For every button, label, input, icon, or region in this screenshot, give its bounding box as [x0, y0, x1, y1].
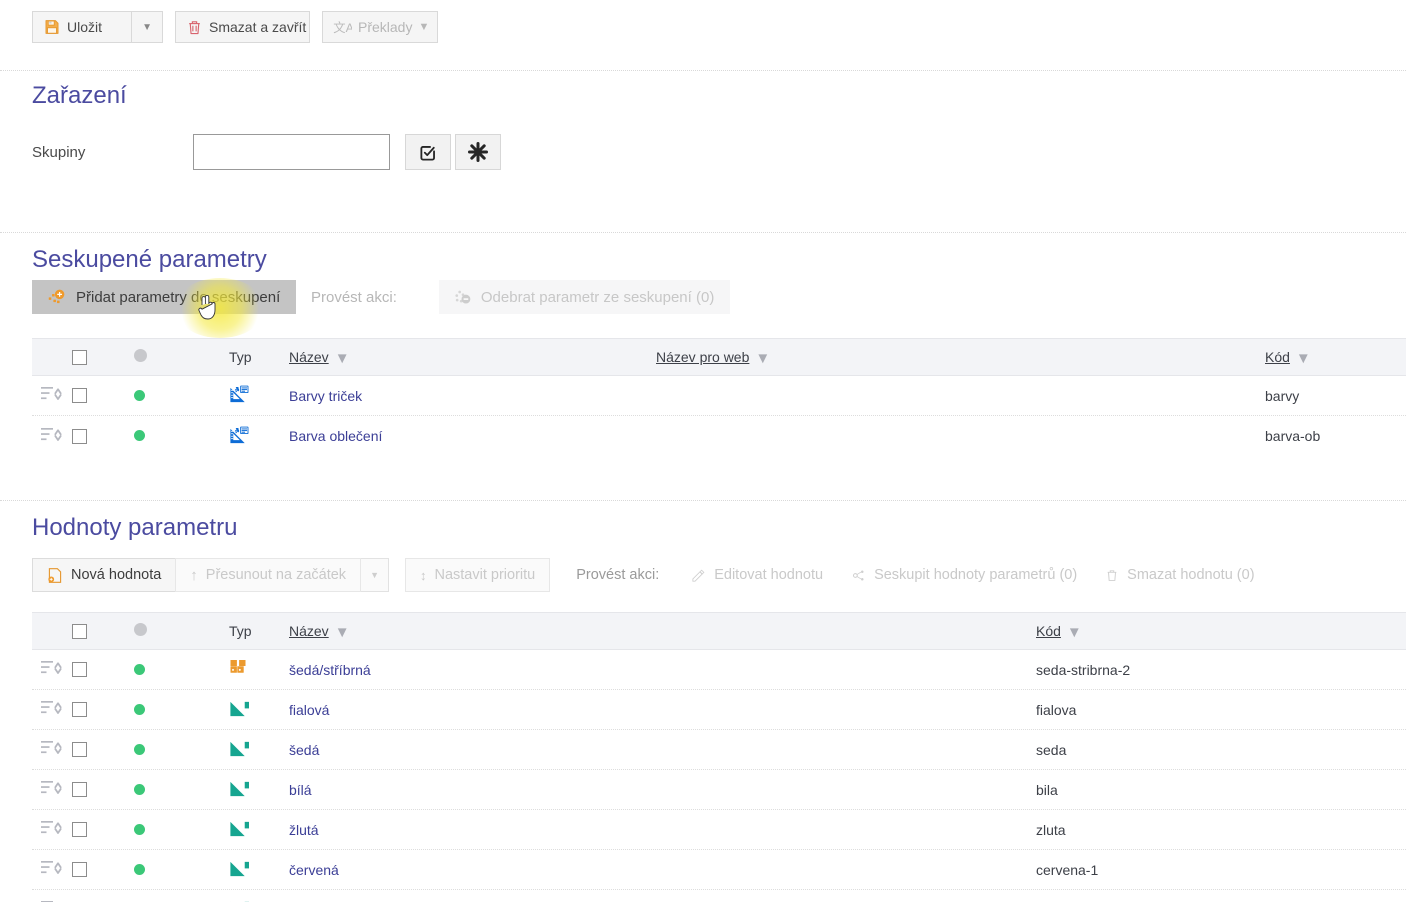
svg-text:文A: 文A — [333, 20, 352, 35]
